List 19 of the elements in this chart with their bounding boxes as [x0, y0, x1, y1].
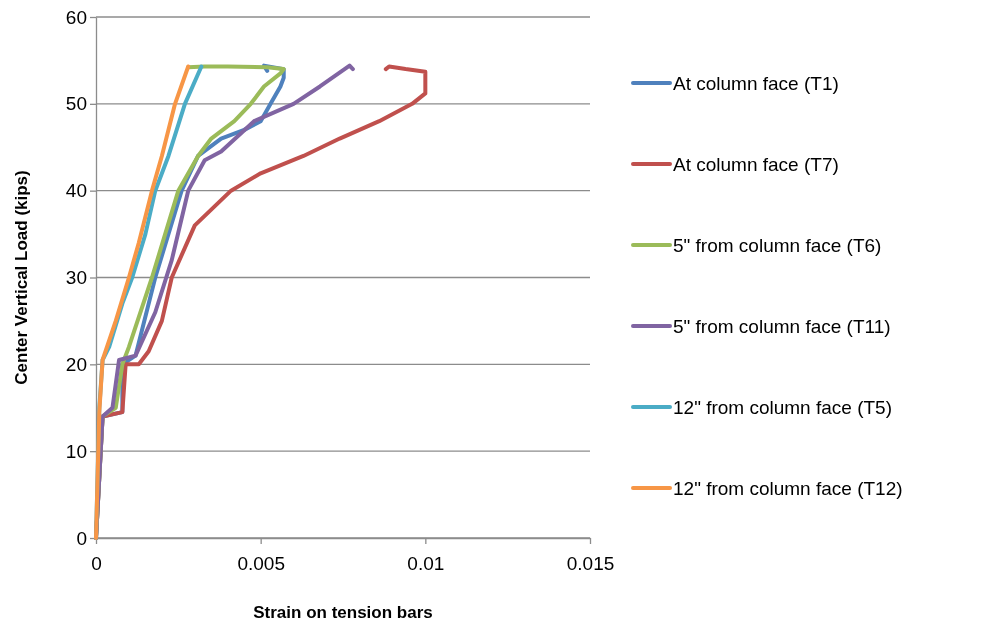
y-tick-label: 0	[76, 527, 87, 549]
legend-label: At column face (T1)	[673, 72, 839, 94]
legend-label: At column face (T7)	[673, 153, 839, 175]
y-tick-label: 10	[65, 440, 87, 462]
y-tick-label: 60	[65, 6, 87, 28]
legend-label: 5" from column face (T11)	[673, 315, 891, 337]
x-tick-label: 0.01	[407, 552, 445, 574]
x-tick-label: 0	[91, 552, 102, 574]
x-tick-label: 0.015	[566, 552, 615, 574]
y-tick-label: 50	[65, 93, 87, 115]
y-tick-label: 30	[65, 267, 87, 289]
legend-label: 5" from column face (T6)	[673, 234, 882, 256]
x-axis-title: Strain on tension bars	[253, 603, 433, 622]
x-tick-label: 0.005	[237, 552, 285, 574]
y-tick-label: 20	[65, 353, 87, 375]
y-tick-label: 40	[65, 180, 87, 202]
legend-label: 12" from column face (T12)	[673, 477, 903, 499]
legend-label: 12" from column face (T5)	[673, 396, 892, 418]
y-axis-title: Center Vertical Load (kips)	[12, 170, 31, 385]
